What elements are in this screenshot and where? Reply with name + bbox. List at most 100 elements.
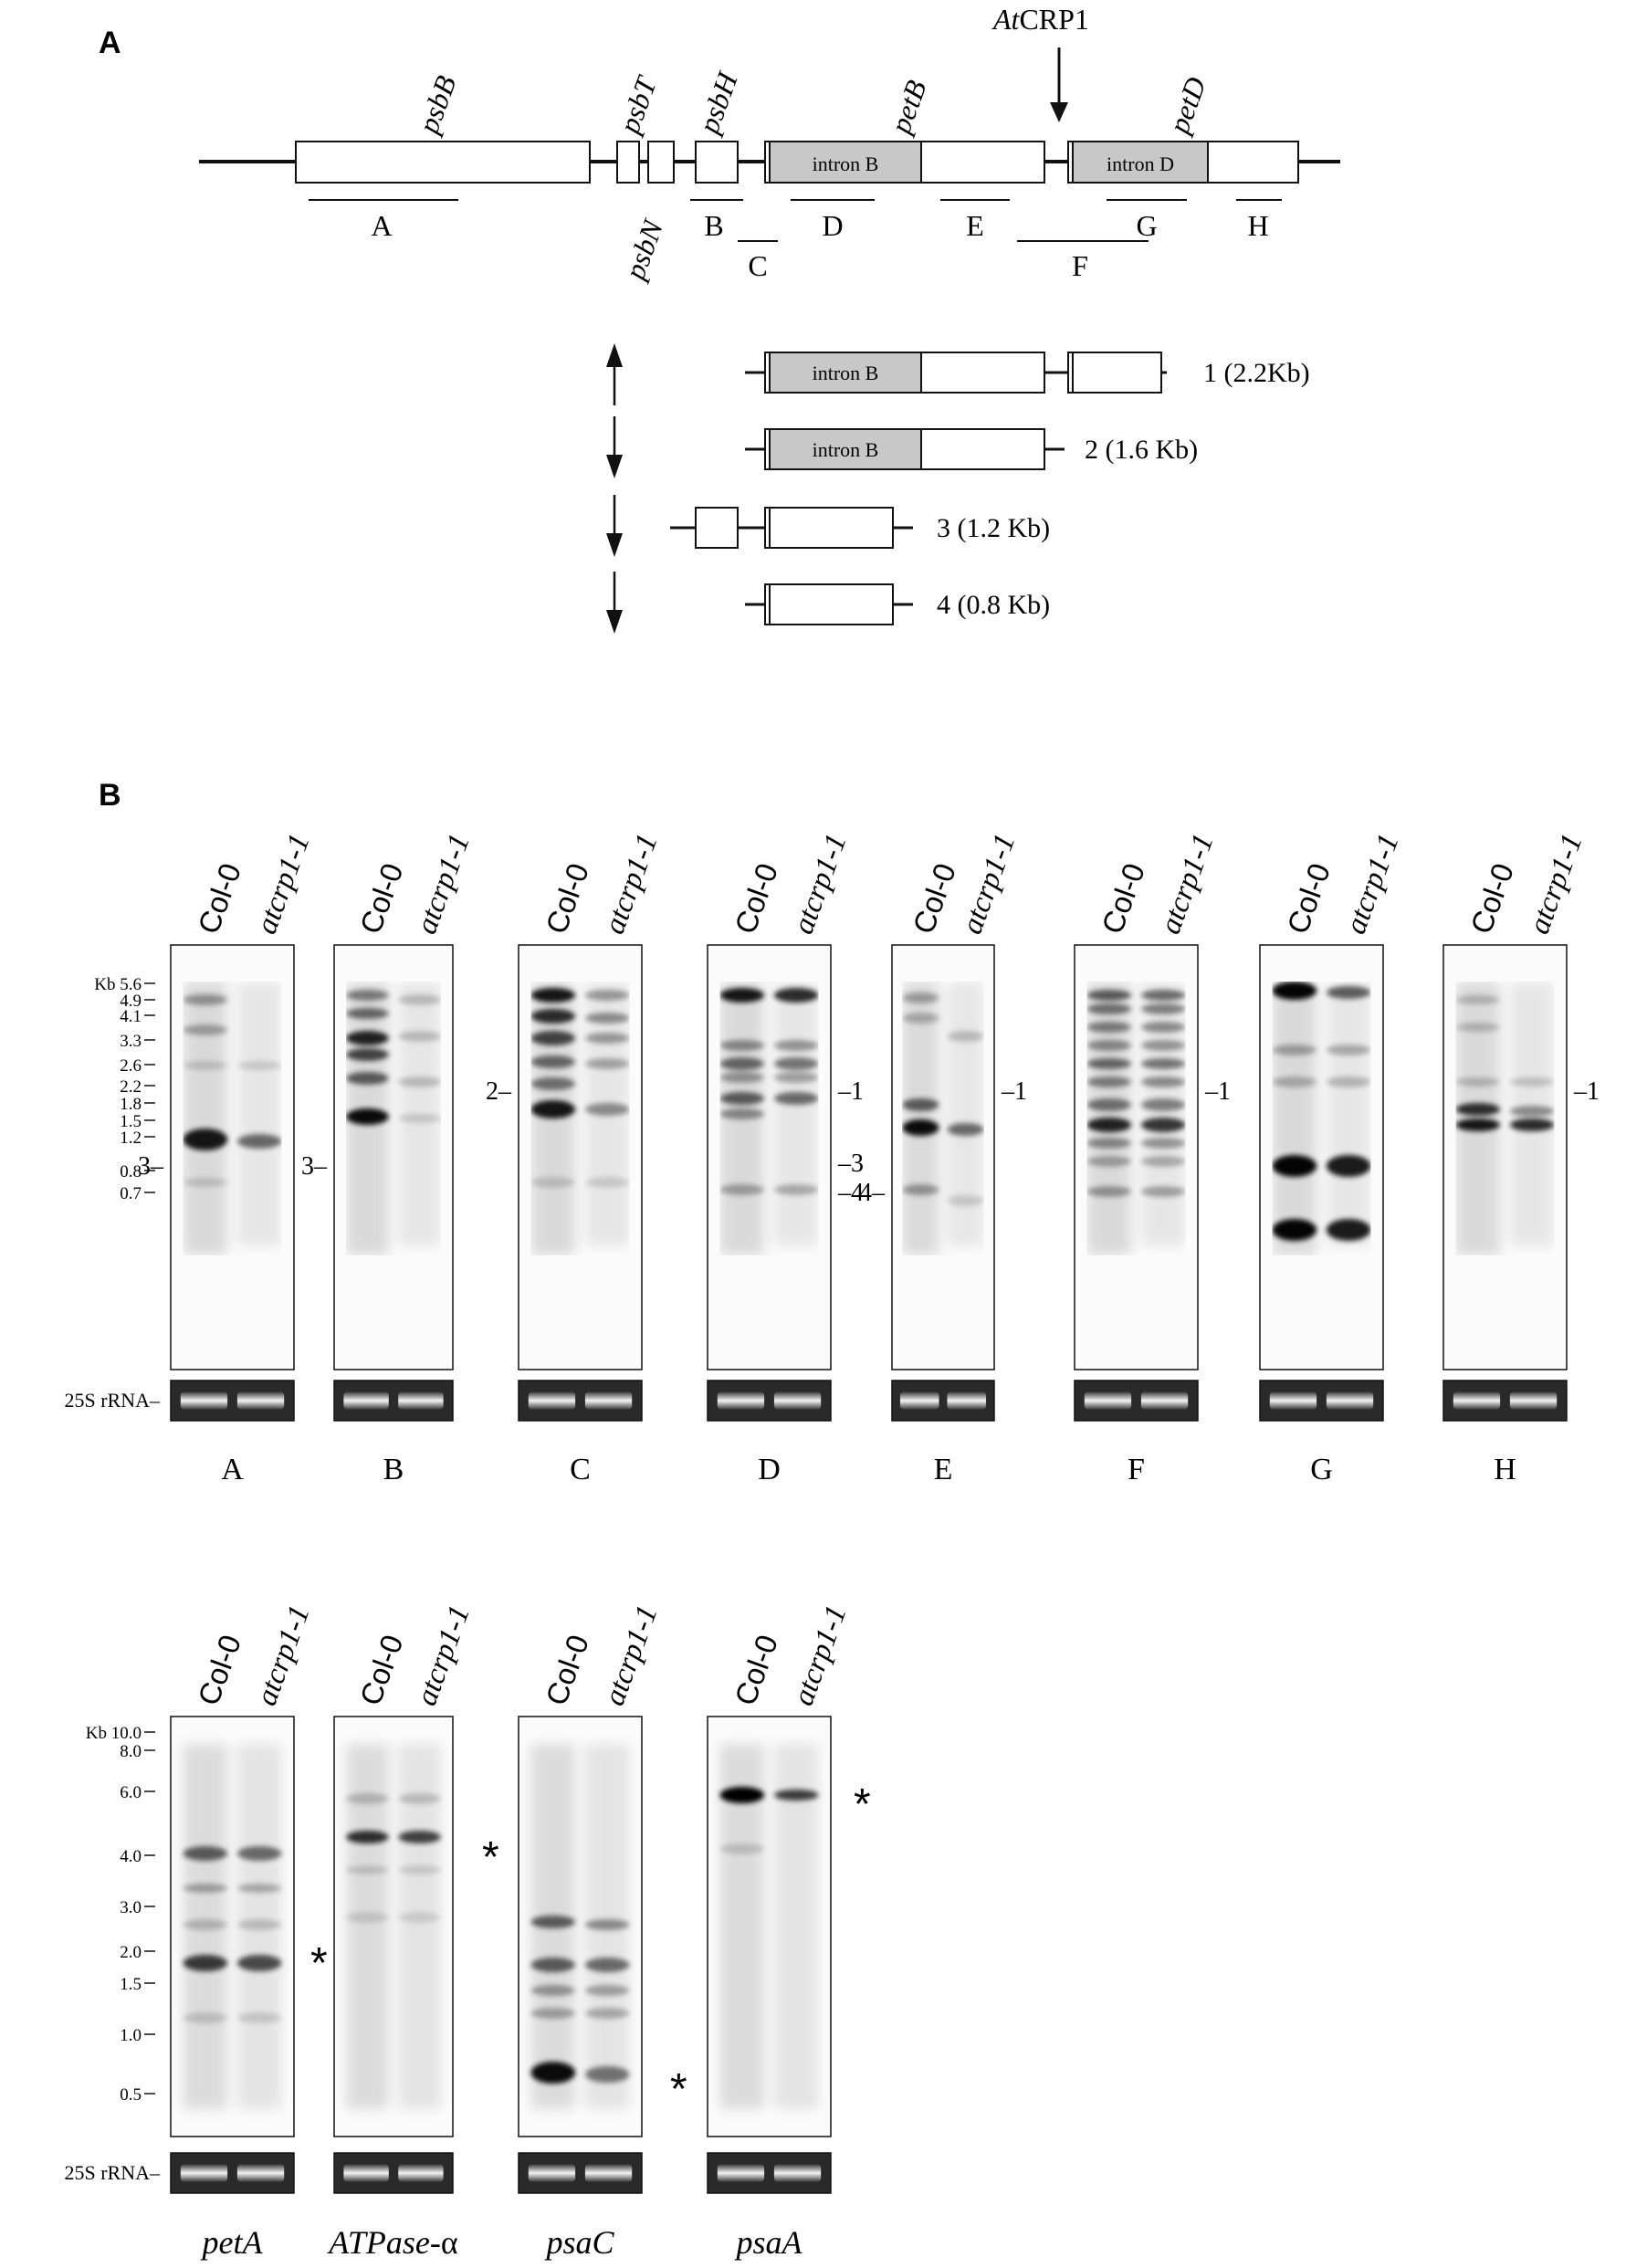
- blot-probe-label: D: [758, 1453, 781, 1486]
- blot-band: [585, 1033, 630, 1044]
- transcript-label-1: 1 (2.2Kb): [1203, 358, 1310, 388]
- size-marker-bottom: 2.0: [120, 1943, 142, 1962]
- transcript-intron-label: intron B: [813, 362, 879, 384]
- blot-psac: Col-0 atcrp1-1 psaC *: [518, 1601, 687, 2261]
- blot-band: [902, 1098, 939, 1111]
- size-marker-top: 0.7: [120, 1184, 142, 1203]
- blot-peta: Col-0 atcrp1-1 petA *: [170, 1601, 328, 2261]
- blot-band: [236, 2012, 282, 2023]
- blot-band: [774, 1040, 819, 1051]
- blot-band: [1141, 1040, 1186, 1051]
- blot-B: Col-0 atcrp1-1 B 3–: [301, 830, 477, 1486]
- lane-label-mutant: atcrp1-1: [1339, 830, 1406, 939]
- blot-band: [398, 1114, 441, 1123]
- blot-band: [585, 1177, 630, 1188]
- blot-band: [398, 1831, 441, 1843]
- rrna-band: [899, 1391, 939, 1410]
- gene-label: petA: [200, 2224, 264, 2261]
- blot-band: [1141, 990, 1186, 1001]
- blot-band: [773, 1790, 819, 1801]
- blot-band: [1141, 1003, 1186, 1014]
- blot-band: [346, 1008, 389, 1019]
- blot-band: [184, 1129, 228, 1150]
- gene-label: ATPase-α: [327, 2224, 458, 2261]
- size-marker-top: 2.2: [120, 1077, 142, 1097]
- size-marker-bottom: 3.0: [120, 1898, 142, 1917]
- rrna-band: [773, 1391, 822, 1410]
- blot-C: Col-0 atcrp1-1 C 2–: [486, 830, 665, 1486]
- blot-probe-label: E: [934, 1453, 953, 1486]
- blot-probe-label: B: [383, 1453, 404, 1486]
- rrna-band: [343, 2164, 389, 2182]
- intron-b-box: [769, 141, 922, 184]
- gene-label-petB: petB: [883, 76, 933, 139]
- blot-band: [584, 2066, 630, 2083]
- blot-band: [184, 1178, 228, 1187]
- rrna-label: 25S rRNA–: [64, 1389, 161, 1412]
- lane-label-mutant: atcrp1-1: [250, 830, 317, 939]
- blot-band: [1141, 1186, 1186, 1197]
- blot-band: [902, 1013, 939, 1024]
- blot-band: [584, 2008, 630, 2019]
- blot-band: [774, 1072, 819, 1083]
- panel-a-label: A: [99, 26, 121, 60]
- blot-band: [720, 1092, 765, 1105]
- rrna-band: [1326, 1391, 1374, 1410]
- blot-signal: [531, 982, 630, 1255]
- asterisk-marker: *: [310, 1939, 328, 1988]
- rrna-band: [1084, 1391, 1132, 1410]
- transcript-mark-1: –1: [1001, 1077, 1027, 1106]
- blot-band: [585, 990, 630, 1001]
- lane-label-mutant: atcrp1-1: [410, 1601, 477, 1710]
- rrna-band: [584, 1391, 633, 1410]
- blot-band: [346, 1031, 389, 1045]
- blot-band: [530, 1916, 576, 1928]
- lane-label-mutant: atcrp1-1: [1154, 830, 1221, 939]
- blot-band: [1141, 1022, 1186, 1033]
- blot-smear: [773, 1744, 819, 2109]
- rrna-band: [528, 1391, 576, 1410]
- blot-smear: [1273, 982, 1317, 1255]
- blot-band: [1456, 1118, 1501, 1131]
- blot-band: [1087, 1186, 1132, 1197]
- lane-label-col0: Col-0: [539, 1631, 595, 1710]
- blot-band: [1456, 1077, 1501, 1087]
- blot-band: [1327, 1045, 1371, 1055]
- blot-band: [183, 1884, 228, 1893]
- rrna-band: [584, 2164, 633, 2182]
- rrna-band: [717, 1391, 765, 1410]
- arrowhead-down: [606, 610, 623, 634]
- blot-band: [1087, 1098, 1132, 1111]
- size-marker-top: 1.5: [120, 1112, 142, 1131]
- blot-band: [1087, 1058, 1132, 1069]
- blot-smear: [902, 982, 939, 1255]
- blot-band: [1087, 1040, 1132, 1051]
- transcript-intron: [769, 428, 922, 470]
- blot-band: [1141, 1138, 1186, 1149]
- blot-band: [902, 992, 939, 1003]
- blot-band: [237, 1134, 282, 1149]
- transcript-mark-3: 3–: [301, 1152, 328, 1181]
- gene-box-psbN: [647, 141, 675, 184]
- blot-G: Col-0 atcrp1-1 G: [1259, 830, 1406, 1486]
- blot-band: [719, 1843, 765, 1854]
- blot-H: Col-0 atcrp1-1 H –1: [1442, 830, 1600, 1486]
- blot-band: [774, 1057, 819, 1070]
- transcript-label-4: 4 (0.8 Kb): [937, 590, 1050, 620]
- blot-band: [1141, 1118, 1186, 1132]
- lane-label-col0: Col-0: [191, 1631, 247, 1710]
- blot-band: [398, 1793, 441, 1804]
- lane-label-col0: Col-0: [191, 859, 247, 939]
- transcript-label-3: 3 (1.2 Kb): [937, 513, 1050, 543]
- size-marker-top: 1.2: [120, 1129, 142, 1148]
- blot-band: [1087, 1118, 1132, 1132]
- size-marker-bottom: 0.5: [120, 2085, 142, 2105]
- lane-label-mutant: atcrp1-1: [787, 1601, 854, 1710]
- blot-probe-label: A: [221, 1453, 244, 1486]
- gene-box-psbB: [295, 141, 591, 184]
- blot-band: [774, 988, 819, 1003]
- transcript-exon: [764, 583, 894, 625]
- lane-label-mutant: atcrp1-1: [598, 1601, 665, 1710]
- asterisk-marker: *: [482, 1833, 499, 1882]
